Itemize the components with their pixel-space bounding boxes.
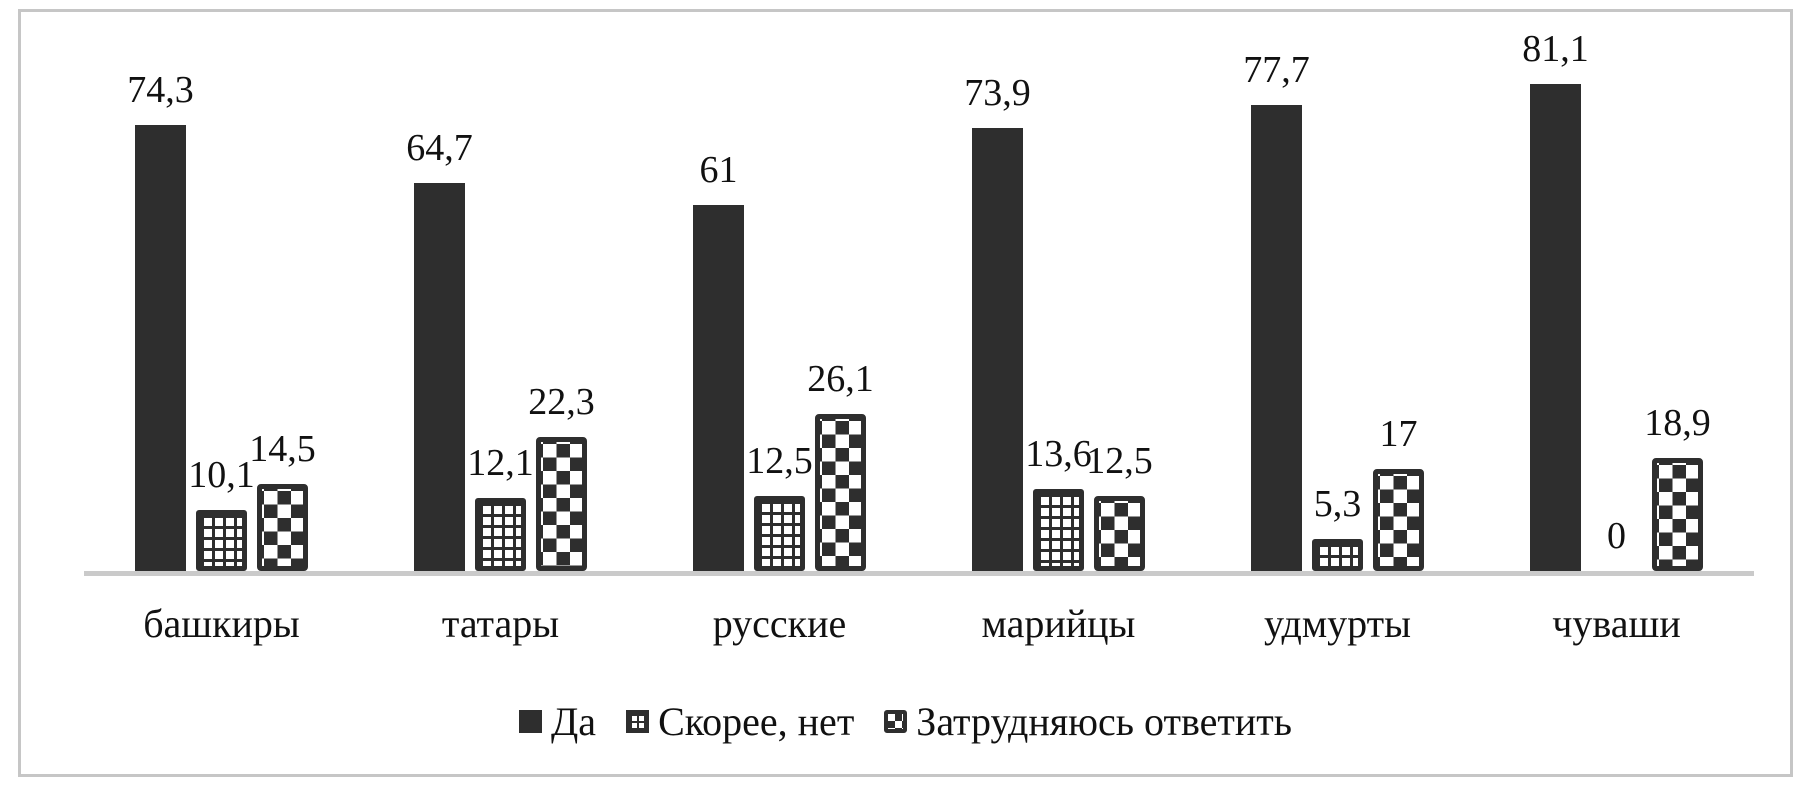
bar-column-da-russkie: 61 (693, 151, 744, 571)
bar-column-da-tatary: 64,7 (406, 129, 473, 571)
value-label-skoree-net-bashkiry: 10,1 (188, 454, 255, 496)
bar-skoree-net-udmurty (1312, 539, 1363, 571)
bar-zatrudnyayus-otvetit-tatary (536, 437, 587, 571)
bar-column-skoree-net-bashkiry: 10,1 (188, 456, 255, 571)
value-label-zatrudnyayus-otvetit-chuvashi: 18,9 (1644, 402, 1711, 444)
bar-column-zatrudnyayus-otvetit-chuvashi: 18,9 (1644, 404, 1711, 571)
bar-da-mariytsy (972, 128, 1023, 571)
legend: Да Скорее, нет Затрудняюсь ответить (21, 698, 1790, 745)
bar-column-zatrudnyayus-otvetit-udmurty: 17 (1373, 415, 1424, 571)
legend-item-zatrudnyayus-otvetit: Затрудняюсь ответить (884, 698, 1292, 745)
bar-column-skoree-net-russkie: 12,5 (746, 442, 813, 571)
bar-da-russkie (693, 205, 744, 571)
value-label-skoree-net-chuvashi: 0 (1607, 515, 1626, 557)
bar-da-udmurty (1251, 105, 1302, 571)
category-label-chuvashi: чуваши (1552, 601, 1681, 646)
bar-column-da-bashkiry: 74,3 (127, 71, 194, 571)
bar-column-zatrudnyayus-otvetit-tatary: 22,3 (528, 383, 595, 571)
legend-label-zatrudnyayus-otvetit: Затрудняюсь ответить (916, 699, 1292, 744)
bar-da-tatary (414, 183, 465, 571)
value-label-da-bashkiry: 74,3 (127, 69, 194, 111)
bar-column-da-udmurty: 77,7 (1243, 51, 1310, 571)
value-label-zatrudnyayus-otvetit-russkie: 26,1 (807, 358, 874, 400)
legend-swatch-skoree-net-icon (626, 710, 650, 733)
value-label-da-mariytsy: 73,9 (964, 72, 1031, 114)
bar-group-chuvashi: 81,1 0 18,9 (1477, 30, 1756, 571)
bar-column-zatrudnyayus-otvetit-bashkiry: 14,5 (249, 430, 316, 571)
bar-groups: 74,3 10,1 14,5 64,7 12,1 22,3 61 12,5 26,1 73,9 13… (82, 12, 1758, 571)
bar-da-chuvashi (1530, 84, 1581, 571)
bar-column-skoree-net-tatary: 12,1 (467, 444, 534, 571)
bar-skoree-net-mariytsy (1033, 489, 1084, 571)
bar-column-skoree-net-udmurty: 5,3 (1312, 485, 1363, 571)
value-label-zatrudnyayus-otvetit-udmurty: 17 (1379, 413, 1418, 455)
value-label-da-tatary: 64,7 (406, 127, 473, 169)
bar-column-skoree-net-chuvashi: 0 (1591, 517, 1642, 571)
legend-item-skoree-net: Скорее, нет (626, 698, 854, 745)
bar-skoree-net-tatary (475, 498, 526, 571)
legend-label-da: Да (551, 699, 597, 744)
bar-column-da-mariytsy: 73,9 (964, 74, 1031, 571)
value-label-da-udmurty: 77,7 (1243, 49, 1310, 91)
bar-zatrudnyayus-otvetit-bashkiry (257, 484, 308, 571)
bar-skoree-net-russkie (754, 496, 805, 571)
bar-column-skoree-net-mariytsy: 13,6 (1025, 435, 1092, 571)
legend-item-da: Да (519, 698, 596, 745)
plot-area: 74,3 10,1 14,5 64,7 12,1 22,3 61 12,5 26,1 73,9 13… (82, 12, 1758, 772)
legend-swatch-da-icon (519, 710, 543, 733)
value-label-skoree-net-tatary: 12,1 (467, 442, 534, 484)
bar-group-mariytsy: 73,9 13,6 12,5 (919, 74, 1198, 571)
value-label-zatrudnyayus-otvetit-tatary: 22,3 (528, 381, 595, 423)
legend-label-skoree-net: Скорее, нет (658, 699, 855, 744)
bar-da-bashkiry (135, 125, 186, 571)
chart-frame: 74,3 10,1 14,5 64,7 12,1 22,3 61 12,5 26,1 73,9 13… (18, 9, 1793, 777)
value-label-skoree-net-russkie: 12,5 (746, 440, 813, 482)
bar-column-zatrudnyayus-otvetit-mariytsy: 12,5 (1086, 442, 1153, 571)
category-label-mariytsy: марийцы (981, 601, 1136, 646)
x-axis-line (84, 571, 1754, 576)
bar-zatrudnyayus-otvetit-chuvashi (1652, 458, 1703, 571)
bar-group-bashkiry: 74,3 10,1 14,5 (82, 71, 361, 571)
bar-zatrudnyayus-otvetit-udmurty (1373, 469, 1424, 571)
category-label-russkie: русские (712, 601, 847, 646)
bar-group-udmurty: 77,7 5,3 17 (1198, 51, 1477, 571)
value-label-da-russkie: 61 (699, 149, 738, 191)
value-label-skoree-net-mariytsy: 13,6 (1025, 433, 1092, 475)
value-label-da-chuvashi: 81,1 (1522, 28, 1589, 70)
bar-skoree-net-bashkiry (196, 510, 247, 571)
bar-group-russkie: 61 12,5 26,1 (640, 151, 919, 571)
category-label-bashkiry: башкиры (143, 601, 300, 646)
value-label-skoree-net-udmurty: 5,3 (1313, 483, 1362, 525)
legend-swatch-zatrudnyayus-otvetit-icon (884, 710, 908, 733)
bar-column-da-chuvashi: 81,1 (1522, 30, 1589, 571)
bar-zatrudnyayus-otvetit-russkie (815, 414, 866, 571)
value-label-zatrudnyayus-otvetit-bashkiry: 14,5 (249, 428, 316, 470)
category-label-udmurty: удмурты (1264, 601, 1411, 646)
value-label-zatrudnyayus-otvetit-mariytsy: 12,5 (1086, 440, 1153, 482)
category-label-tatary: татары (441, 601, 560, 646)
bar-column-zatrudnyayus-otvetit-russkie: 26,1 (807, 360, 874, 571)
bar-zatrudnyayus-otvetit-mariytsy (1094, 496, 1145, 571)
bar-group-tatary: 64,7 12,1 22,3 (361, 129, 640, 571)
